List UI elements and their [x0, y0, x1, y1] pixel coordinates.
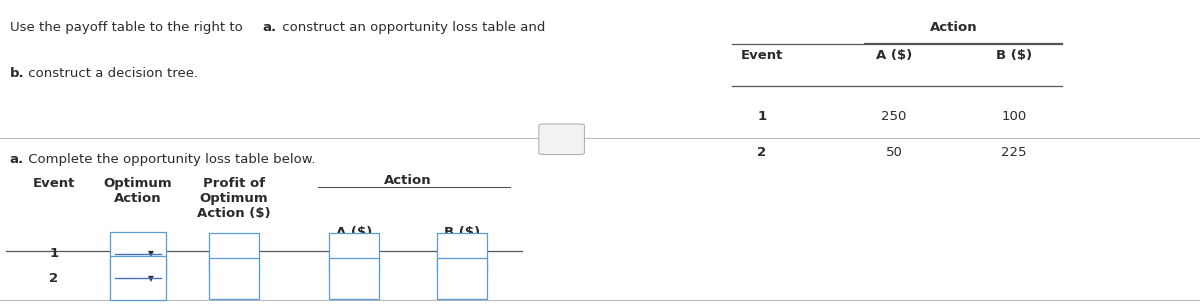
Text: Action: Action	[930, 21, 978, 34]
Text: 100: 100	[1001, 110, 1027, 123]
FancyBboxPatch shape	[437, 233, 487, 274]
Text: construct a decision tree.: construct a decision tree.	[24, 67, 199, 80]
Text: 2: 2	[757, 147, 767, 159]
Text: B ($): B ($)	[996, 49, 1032, 62]
Text: Event: Event	[740, 49, 784, 62]
FancyBboxPatch shape	[110, 256, 166, 300]
FancyBboxPatch shape	[110, 232, 166, 276]
Text: ···: ···	[557, 132, 566, 141]
FancyBboxPatch shape	[329, 258, 379, 299]
Text: Complete the opportunity loss table below.: Complete the opportunity loss table belo…	[24, 153, 316, 166]
FancyBboxPatch shape	[437, 258, 487, 299]
Text: A ($): A ($)	[876, 49, 912, 62]
Text: Event: Event	[32, 177, 76, 190]
Text: Optimum
Action: Optimum Action	[103, 177, 173, 206]
Text: Profit of
Optimum
Action ($): Profit of Optimum Action ($)	[197, 177, 271, 221]
Text: 225: 225	[1001, 147, 1027, 159]
Text: 1: 1	[757, 110, 767, 123]
Text: construct an opportunity loss table and: construct an opportunity loss table and	[277, 21, 545, 34]
Text: ▼: ▼	[149, 249, 154, 259]
Text: Action: Action	[384, 174, 432, 187]
Text: A ($): A ($)	[336, 226, 372, 239]
FancyBboxPatch shape	[539, 124, 584, 155]
Text: a.: a.	[263, 21, 277, 34]
Text: 50: 50	[886, 147, 902, 159]
FancyBboxPatch shape	[209, 258, 259, 299]
Text: 250: 250	[881, 110, 907, 123]
Text: 2: 2	[49, 272, 59, 285]
Text: Use the payoff table to the right to: Use the payoff table to the right to	[10, 21, 247, 34]
FancyBboxPatch shape	[329, 233, 379, 274]
Text: B ($): B ($)	[444, 226, 480, 239]
FancyBboxPatch shape	[209, 233, 259, 274]
Text: 1: 1	[49, 248, 59, 260]
Text: a.: a.	[10, 153, 24, 166]
Text: ▼: ▼	[149, 274, 154, 283]
Text: b.: b.	[10, 67, 24, 80]
